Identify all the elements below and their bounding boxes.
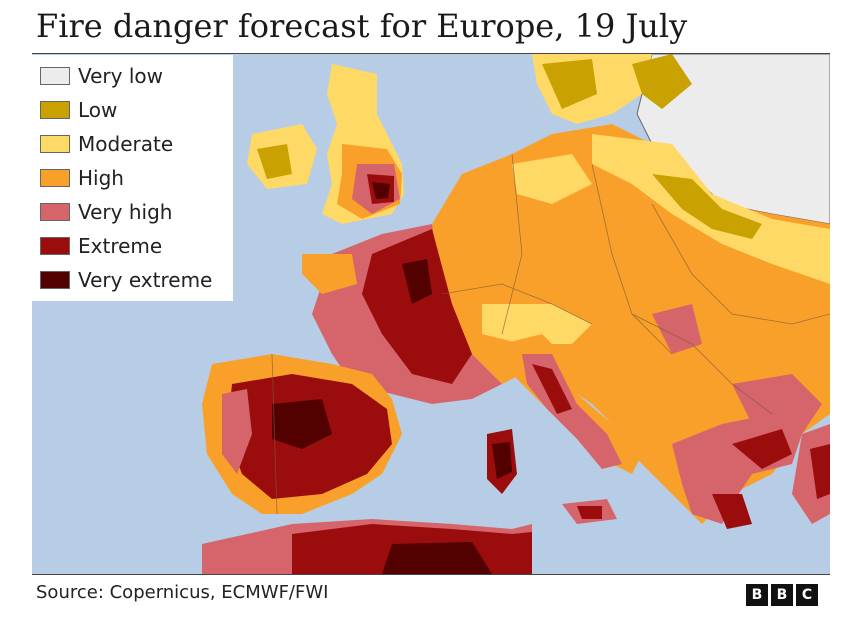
legend: Very low Low Moderate High Very high Ext… <box>32 55 233 301</box>
bbc-logo-letter: B <box>771 584 793 606</box>
bbc-logo: B B C <box>746 584 821 606</box>
legend-swatch <box>40 237 70 255</box>
legend-label: Very high <box>78 200 173 224</box>
legend-item-very-extreme: Very extreme <box>40 267 212 293</box>
legend-swatch <box>40 135 70 153</box>
legend-label: High <box>78 166 124 190</box>
legend-item-high: High <box>40 165 124 191</box>
legend-label: Extreme <box>78 234 163 258</box>
legend-item-extreme: Extreme <box>40 233 162 259</box>
legend-swatch <box>40 169 70 187</box>
legend-swatch <box>40 67 70 85</box>
legend-label: Moderate <box>78 132 174 156</box>
legend-label: Very extreme <box>78 268 213 292</box>
legend-item-moderate: Moderate <box>40 131 173 157</box>
map-title: Fire danger forecast for Europe, 19 July <box>36 7 688 45</box>
top-divider <box>32 53 830 54</box>
legend-item-very-high: Very high <box>40 199 172 225</box>
legend-swatch <box>40 101 70 119</box>
fire-danger-map <box>32 54 830 574</box>
source-credit: Source: Copernicus, ECMWF/FWI <box>36 582 329 603</box>
legend-label: Low <box>78 98 118 122</box>
bottom-divider <box>32 574 830 575</box>
legend-item-low: Low <box>40 97 117 123</box>
legend-label: Very low <box>78 64 163 88</box>
legend-item-very-low: Very low <box>40 63 163 89</box>
legend-swatch <box>40 271 70 289</box>
bbc-logo-letter: C <box>796 584 818 606</box>
europe-map-graphic <box>32 54 830 574</box>
bbc-logo-letter: B <box>746 584 768 606</box>
legend-swatch <box>40 203 70 221</box>
